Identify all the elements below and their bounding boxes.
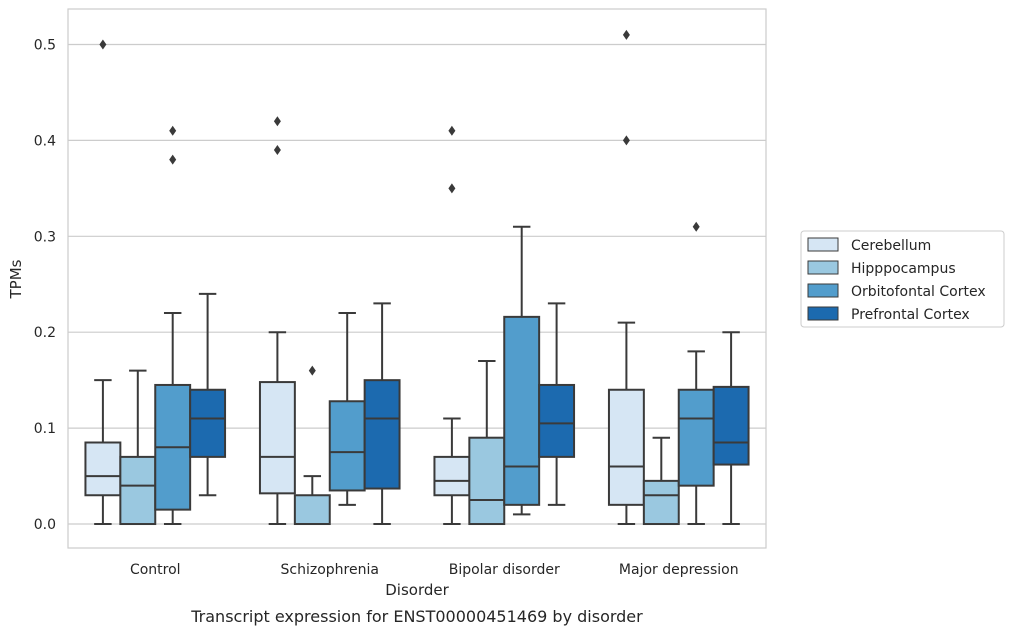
x-tick-label: Schizophrenia <box>281 562 379 578</box>
outlier-point <box>622 29 630 40</box>
outlier-point <box>622 135 630 146</box>
box-cerebellum <box>84 39 122 526</box>
iqr-box <box>677 388 715 487</box>
legend-swatch <box>807 306 839 321</box>
box-orbitofontal-cortex <box>503 225 541 516</box>
outlier-point <box>273 144 281 155</box>
iqr-box <box>468 436 506 526</box>
iqr-box <box>538 383 576 458</box>
iqr-box <box>293 494 331 526</box>
iqr-box <box>363 379 401 490</box>
box-orbitofontal-cortex <box>154 125 192 526</box>
box-prefrontal-cortex <box>538 302 576 506</box>
y-tick-label: 0.3 <box>34 229 56 245</box>
iqr-box <box>712 385 750 466</box>
iqr-box <box>328 400 366 492</box>
box-prefrontal-cortex <box>189 292 227 497</box>
iqr-box <box>503 315 541 506</box>
box-cerebellum <box>433 125 471 526</box>
outlier-point <box>99 39 107 50</box>
box-hipppocampus <box>293 365 331 526</box>
x-axis-title: Disorder <box>385 581 449 599</box>
x-tick-label: Bipolar disorder <box>449 562 560 578</box>
outlier-point <box>448 125 456 136</box>
chart-caption: Transcript expression for ENST0000045146… <box>190 607 643 626</box>
y-tick-label: 0.2 <box>34 325 56 341</box>
outlier-point <box>308 365 316 376</box>
box-plots <box>84 29 750 526</box>
plot-area-frame <box>67 8 767 549</box>
legend-swatch <box>807 237 839 252</box>
x-tick-label: Control <box>130 562 181 578</box>
iqr-box <box>119 455 157 526</box>
iqr-box <box>258 381 296 495</box>
outlier-point <box>448 183 456 194</box>
box-hipppocampus <box>642 436 680 526</box>
box-hipppocampus <box>119 369 157 526</box>
iqr-box <box>189 388 227 458</box>
x-tick-label: Major depression <box>619 562 739 578</box>
box-orbitofontal-cortex <box>677 221 715 526</box>
outlier-point <box>169 125 177 136</box>
legend-label: Prefrontal Cortex <box>851 307 970 323</box>
y-axis-ticks: 0.0 0.1 0.2 0.3 0.4 0.5 <box>34 37 56 533</box>
legend-swatch <box>807 283 839 298</box>
box-orbitofontal-cortex <box>328 312 366 506</box>
iqr-box <box>433 455 471 497</box>
box-cerebellum <box>258 116 296 526</box>
y-tick-label: 0.5 <box>34 37 56 53</box>
legend-label: Orbitofontal Cortex <box>851 284 986 300</box>
outlier-point <box>692 221 700 232</box>
legend-swatch <box>807 260 839 275</box>
legend-frame <box>800 230 1005 328</box>
outlier-point <box>273 116 281 127</box>
box-cerebellum <box>607 29 645 526</box>
box-prefrontal-cortex <box>712 331 750 526</box>
iqr-box <box>642 479 680 526</box>
y-tick-label: 0.0 <box>34 517 56 533</box>
box-hipppocampus <box>468 359 506 526</box>
y-axis-title: TPMs <box>7 259 25 299</box>
outlier-point <box>169 154 177 165</box>
iqr-box <box>84 441 122 497</box>
y-tick-label: 0.4 <box>34 133 56 149</box>
iqr-box <box>607 388 645 506</box>
y-tick-label: 0.1 <box>34 421 56 437</box>
legend-label: Hipppocampus <box>851 261 956 277</box>
legend-label: Cerebellum <box>851 238 931 254</box>
legend: Cerebellum Hipppocampus Orbitofontal Corte… <box>800 230 1005 328</box>
box-prefrontal-cortex <box>363 302 401 526</box>
x-axis-ticks: Control Schizophrenia Bipolar disorder Majo… <box>130 562 739 578</box>
